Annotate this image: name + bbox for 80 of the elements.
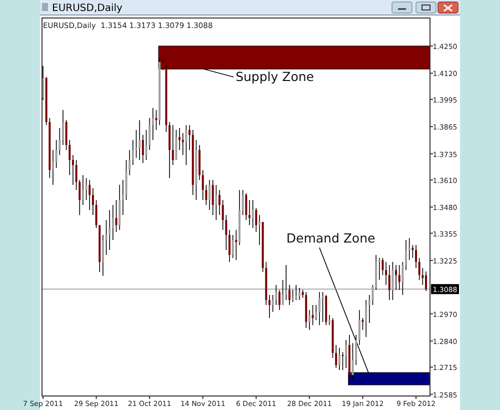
candlestick <box>145 130 148 160</box>
candlestick <box>152 108 154 140</box>
candlestick <box>275 284 278 306</box>
candlestick <box>248 200 250 226</box>
candlestick <box>398 264 400 290</box>
candlestick <box>88 180 91 210</box>
candlestick <box>245 192 248 220</box>
candlestick <box>108 210 111 250</box>
candlestick <box>252 200 254 228</box>
candlestick <box>415 244 418 268</box>
candlestick <box>255 208 258 232</box>
candlestick <box>58 128 61 156</box>
candlestick <box>148 118 151 150</box>
candlestick <box>132 140 134 166</box>
candlestick <box>202 170 204 200</box>
candlestick <box>295 284 298 300</box>
candlestick <box>92 188 94 216</box>
candlestick <box>115 200 118 232</box>
candlestick <box>82 174 84 206</box>
candlestick <box>378 258 380 280</box>
candlestick <box>318 292 320 326</box>
candlestick <box>312 304 314 326</box>
candlestick <box>328 314 330 326</box>
chart-title: EURUSD,Daily <box>52 3 123 14</box>
candlestick <box>155 110 158 130</box>
candlestick <box>402 262 404 296</box>
candlestick <box>362 318 364 330</box>
candlestick <box>258 214 260 246</box>
candlestick <box>222 200 224 230</box>
candlestick <box>365 300 368 338</box>
candlestick <box>268 294 270 318</box>
candlestick <box>62 110 64 146</box>
candlestick <box>225 214 228 250</box>
candlestick <box>388 264 390 300</box>
candlestick <box>228 230 231 262</box>
candlestick <box>422 268 424 286</box>
candlestick <box>178 128 181 150</box>
candlestick <box>342 352 344 370</box>
candlestick <box>172 124 174 166</box>
candlestick <box>52 150 54 186</box>
candlestick <box>212 180 214 216</box>
candlestick <box>235 230 238 260</box>
candlestick <box>355 334 358 366</box>
candlestick <box>412 244 414 258</box>
candlestick <box>288 284 290 306</box>
candlestick <box>55 140 58 168</box>
candlestick <box>72 154 74 186</box>
candlestick <box>322 292 324 322</box>
candlestick <box>392 262 394 300</box>
candlestick <box>385 262 388 286</box>
candlestick <box>242 190 244 216</box>
candlestick <box>408 238 410 260</box>
candlestick <box>298 288 300 300</box>
candlestick <box>218 190 221 216</box>
candlestick <box>182 132 184 156</box>
candlestick <box>95 200 98 228</box>
band-label: Supply Zone <box>236 69 314 84</box>
candlestick <box>425 270 427 292</box>
candlestick <box>232 234 234 258</box>
candlestick <box>85 178 88 200</box>
candlestick <box>335 344 338 368</box>
candlestick <box>345 340 348 368</box>
candlestick <box>215 184 218 220</box>
candlestick <box>112 204 114 240</box>
candlestick <box>395 264 398 290</box>
candlestick <box>185 124 188 166</box>
band-label: Demand Zone <box>286 230 376 246</box>
candlestick <box>122 180 124 216</box>
candlestick <box>308 310 310 330</box>
candlestick <box>138 120 141 160</box>
candlestick <box>188 124 191 150</box>
candlestick <box>405 240 408 270</box>
candlestick <box>208 180 211 210</box>
candlestick <box>315 304 318 320</box>
candlestick <box>102 234 104 276</box>
candlestick <box>142 134 144 164</box>
candlestick <box>338 347 340 370</box>
candlestick <box>278 290 280 310</box>
candlestick <box>358 310 360 346</box>
candlestick <box>418 258 420 280</box>
